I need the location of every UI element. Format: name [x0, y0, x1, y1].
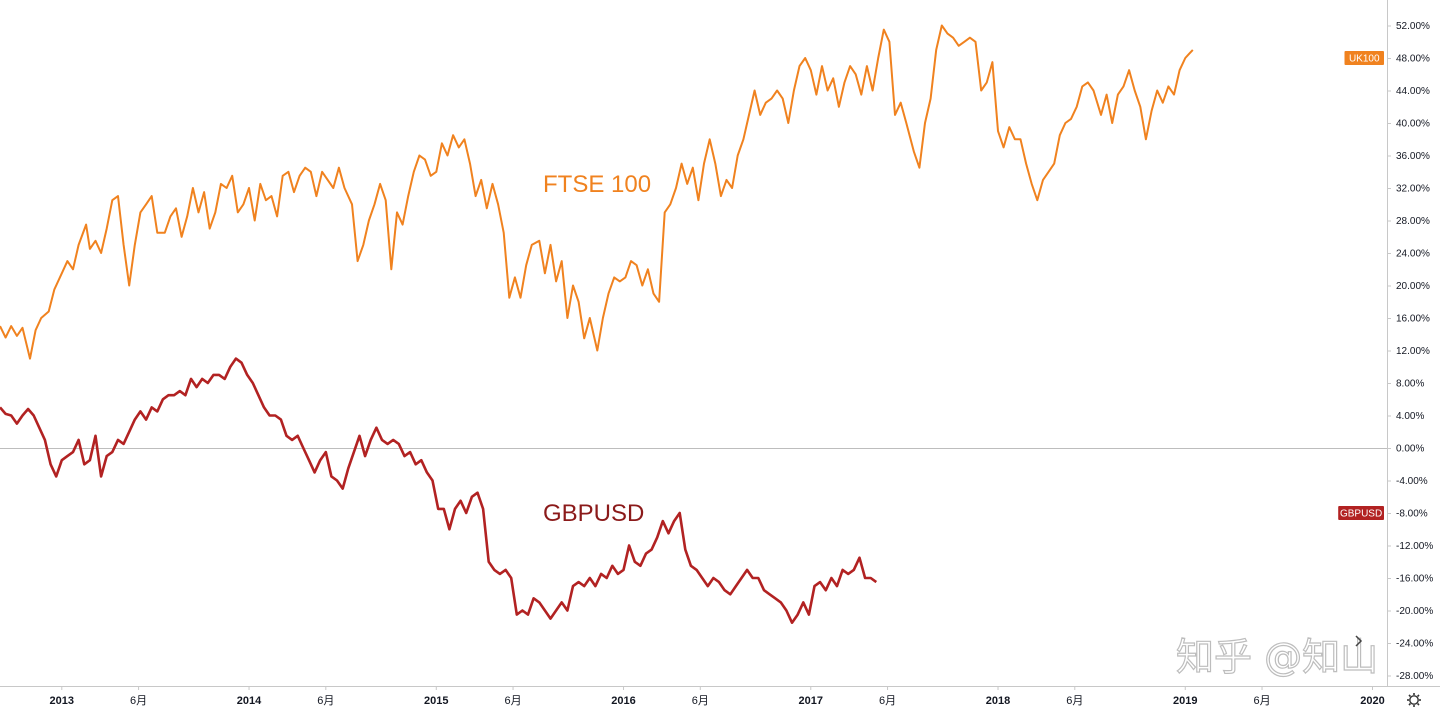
x-tick-label: 6月 — [317, 695, 334, 707]
watermark: 知乎 @知山 — [1176, 635, 1378, 679]
x-tick-label: 2018 — [986, 695, 1010, 707]
last-value-tags: UK100 GBPUSD — [1338, 51, 1384, 520]
last-value-tag-label: GBPUSD — [1340, 509, 1382, 520]
x-tick-label: 2017 — [799, 695, 823, 707]
series-annotation-gbpusd: GBPUSD — [543, 500, 644, 527]
y-tick-label: 40.00% — [1396, 119, 1430, 130]
x-tick-label: 2013 — [50, 695, 74, 707]
y-tick-label: -12.00% — [1396, 541, 1433, 552]
y-tick-label: 32.00% — [1396, 184, 1430, 195]
x-tick-label: 6月 — [130, 695, 147, 707]
y-tick-label: 36.00% — [1396, 151, 1430, 162]
last-value-tag-uk100: UK100 — [1344, 51, 1384, 65]
y-axis-ticks: 52.00% 48.00% 44.00% 40.00% 36.00% 32.00% 28.0… — [1387, 21, 1433, 682]
y-tick-label: -4.00% — [1396, 476, 1428, 487]
y-tick-label: 28.00% — [1396, 216, 1430, 227]
y-tick-label: 52.00% — [1396, 21, 1430, 32]
chevron-right-icon[interactable] — [1355, 635, 1363, 647]
y-tick-label: 12.00% — [1396, 346, 1430, 357]
x-tick-label: 6月 — [504, 695, 521, 707]
y-tick-label: 16.00% — [1396, 314, 1430, 325]
gear-icon[interactable] — [1407, 693, 1421, 707]
x-tick-label: 2015 — [424, 695, 448, 707]
x-tick-label: 2016 — [611, 695, 635, 707]
y-tick-label: 20.00% — [1396, 281, 1430, 292]
y-tick-label: 8.00% — [1396, 379, 1424, 390]
x-tick-label: 6月 — [879, 695, 896, 707]
series-line-gbpusd — [0, 357, 878, 624]
series-line-uk100 — [0, 24, 1194, 360]
y-tick-label: -16.00% — [1396, 574, 1433, 585]
y-tick-label: 44.00% — [1396, 86, 1430, 97]
series-annotations: FTSE 100 GBPUSD — [543, 171, 651, 527]
y-tick-label: 48.00% — [1396, 54, 1430, 65]
y-tick-label: -24.00% — [1396, 639, 1433, 650]
last-value-tag-label: UK100 — [1349, 54, 1380, 65]
x-tick-label: 2014 — [237, 695, 262, 707]
y-tick-label: 4.00% — [1396, 411, 1424, 422]
x-tick-label: 6月 — [692, 695, 709, 707]
series-lines — [0, 24, 1194, 624]
y-tick-label: -20.00% — [1396, 606, 1433, 617]
x-tick-label: 2020 — [1360, 695, 1384, 707]
x-tick-label: 6月 — [1066, 695, 1083, 707]
x-tick-label: 2019 — [1173, 695, 1197, 707]
y-tick-label: 0.00% — [1396, 444, 1424, 455]
x-axis-ticks: 2013 6月 2014 6月 2015 6月 2016 6月 2017 6月 2018 6月 2019… — [50, 686, 1385, 707]
y-tick-label: -8.00% — [1396, 509, 1428, 520]
y-tick-label: -28.00% — [1396, 671, 1433, 682]
axes — [0, 0, 1440, 687]
last-value-tag-gbpusd: GBPUSD — [1338, 506, 1384, 520]
y-tick-label: 24.00% — [1396, 249, 1430, 260]
series-annotation-uk100: FTSE 100 — [543, 171, 651, 198]
x-tick-label: 6月 — [1253, 695, 1270, 707]
